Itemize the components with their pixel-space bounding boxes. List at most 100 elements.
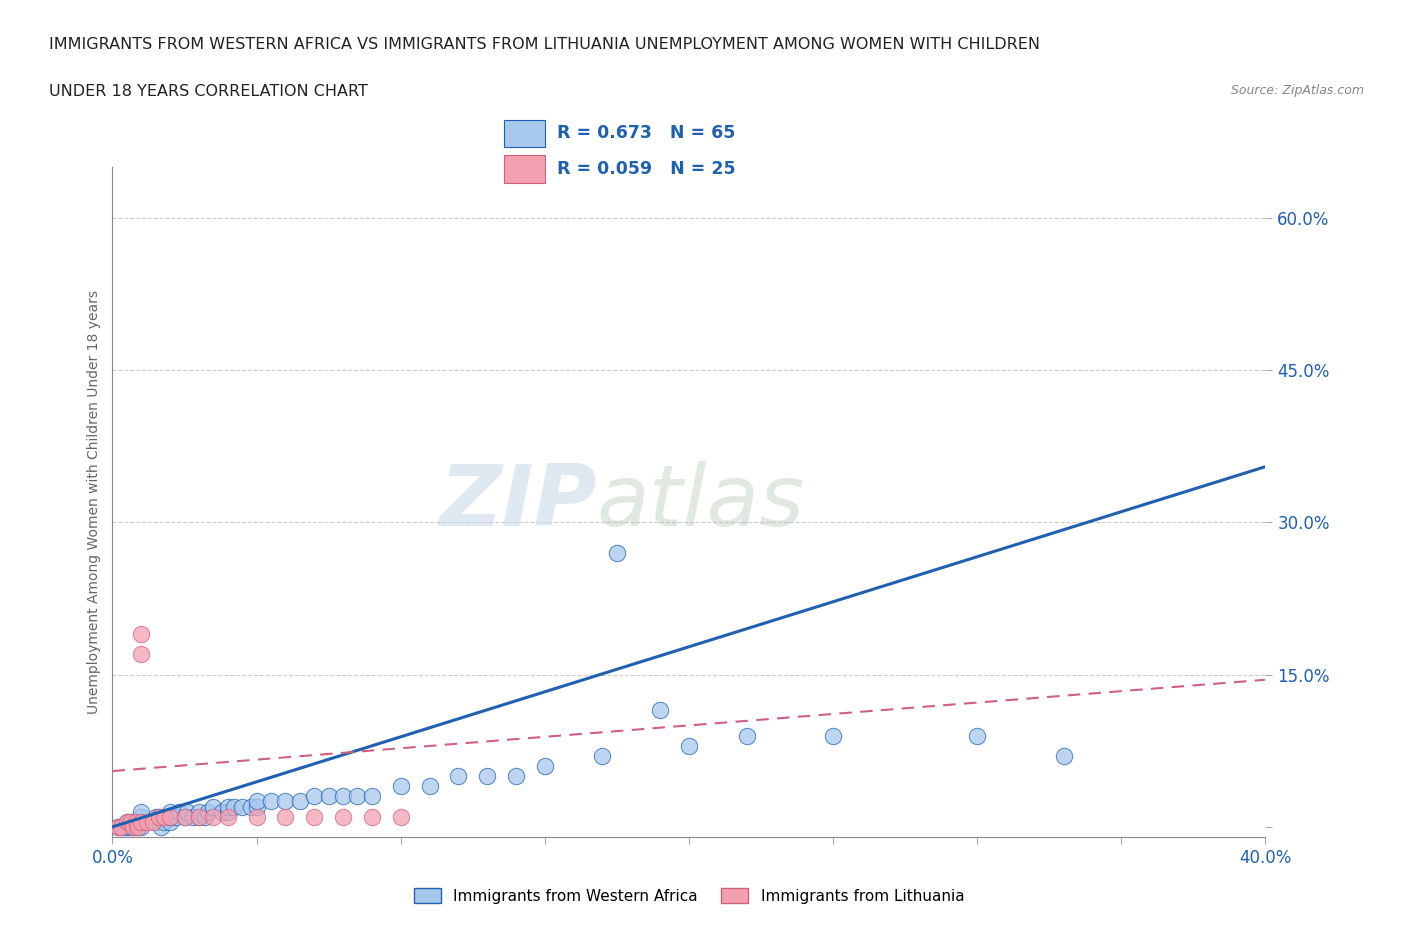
Point <box>127 815 149 830</box>
Point <box>966 728 988 743</box>
Point <box>197 804 219 819</box>
Text: atlas: atlas <box>596 460 804 544</box>
Point <box>389 778 412 793</box>
Point <box>288 794 311 809</box>
Point <box>129 809 153 824</box>
Point <box>129 647 153 662</box>
Point <box>245 794 267 809</box>
Point <box>735 728 758 743</box>
Text: IMMIGRANTS FROM WESTERN AFRICA VS IMMIGRANTS FROM LITHUANIA UNEMPLOYMENT AMONG W: IMMIGRANTS FROM WESTERN AFRICA VS IMMIGR… <box>49 37 1040 52</box>
Point <box>129 627 153 642</box>
Point <box>318 789 340 804</box>
Point <box>202 799 225 814</box>
Bar <box>505 155 544 182</box>
Point <box>118 815 141 830</box>
Point <box>239 799 262 814</box>
Point <box>274 809 297 824</box>
Point <box>153 809 176 824</box>
Point <box>181 809 204 824</box>
Point <box>121 815 143 830</box>
Point <box>129 804 153 819</box>
Point <box>112 819 135 834</box>
Point <box>110 819 132 834</box>
Point <box>124 815 146 830</box>
Point <box>821 728 844 743</box>
Point <box>167 804 190 819</box>
Point <box>304 789 326 804</box>
Point <box>121 819 143 834</box>
Point <box>217 799 239 814</box>
Point <box>194 809 217 824</box>
Point <box>173 809 195 824</box>
Point <box>188 809 211 824</box>
Point <box>606 546 628 561</box>
Point <box>360 789 382 804</box>
Point <box>648 703 672 718</box>
Y-axis label: Unemployment Among Women with Children Under 18 years: Unemployment Among Women with Children U… <box>87 290 101 714</box>
Point <box>304 809 326 824</box>
Point <box>110 819 132 834</box>
Text: Source: ZipAtlas.com: Source: ZipAtlas.com <box>1230 84 1364 97</box>
Point <box>115 815 138 830</box>
Point <box>142 815 165 830</box>
Point <box>505 769 527 784</box>
Point <box>129 815 153 830</box>
Point <box>159 815 181 830</box>
Point <box>592 749 614 764</box>
Point <box>115 819 138 834</box>
Point <box>360 809 382 824</box>
Point <box>1052 749 1074 764</box>
Point <box>419 778 441 793</box>
Point <box>188 809 211 824</box>
Point <box>173 809 195 824</box>
Point <box>217 809 239 824</box>
Point <box>148 809 170 824</box>
Point <box>222 799 245 814</box>
Point <box>274 794 297 809</box>
Point <box>107 819 129 834</box>
Point <box>129 819 153 834</box>
Point <box>136 815 159 830</box>
Point <box>156 809 179 824</box>
Text: R = 0.059   N = 25: R = 0.059 N = 25 <box>557 160 735 178</box>
Point <box>159 809 181 824</box>
Point <box>533 759 555 774</box>
Point <box>127 819 149 834</box>
Text: ZIP: ZIP <box>439 460 596 544</box>
Point <box>159 804 181 819</box>
Point <box>245 809 267 824</box>
Point <box>188 804 211 819</box>
Point <box>118 819 141 834</box>
Point <box>211 804 233 819</box>
Text: UNDER 18 YEARS CORRELATION CHART: UNDER 18 YEARS CORRELATION CHART <box>49 84 368 99</box>
Point <box>165 809 187 824</box>
Point <box>129 815 153 830</box>
Point <box>153 815 176 830</box>
Point <box>121 819 143 834</box>
Point <box>346 789 368 804</box>
Point <box>217 804 239 819</box>
Point <box>332 809 354 824</box>
Point <box>475 769 498 784</box>
Point <box>245 799 267 814</box>
Point <box>447 769 470 784</box>
Point <box>260 794 283 809</box>
Point <box>332 789 354 804</box>
Point <box>145 815 167 830</box>
Point <box>127 819 149 834</box>
Point <box>148 809 170 824</box>
Point <box>678 738 700 753</box>
Text: R = 0.673   N = 65: R = 0.673 N = 65 <box>557 125 735 142</box>
Point <box>159 809 181 824</box>
Point <box>107 819 129 834</box>
Point <box>124 815 146 830</box>
Point <box>389 809 412 824</box>
Point <box>150 819 173 834</box>
Point <box>124 819 146 834</box>
Point <box>176 804 198 819</box>
Point <box>115 815 138 830</box>
Legend: Immigrants from Western Africa, Immigrants from Lithuania: Immigrants from Western Africa, Immigran… <box>408 882 970 910</box>
Point <box>231 799 253 814</box>
Point <box>145 809 167 824</box>
Bar <box>505 120 544 147</box>
